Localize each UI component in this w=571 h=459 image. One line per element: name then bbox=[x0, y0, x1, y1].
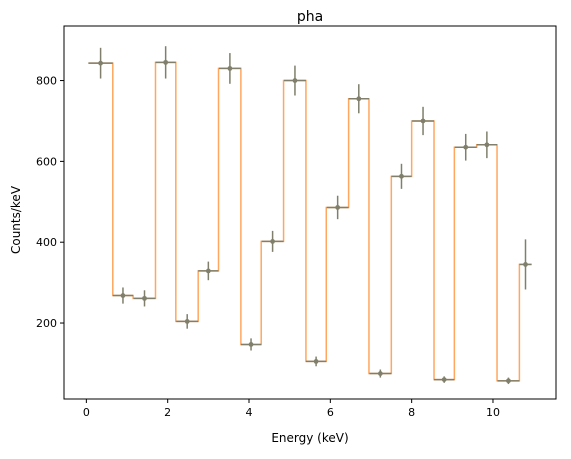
data-point-1 bbox=[112, 287, 134, 304]
data-point-11 bbox=[326, 195, 349, 220]
x-axis-label: Energy (keV) bbox=[271, 431, 348, 445]
point-marker bbox=[120, 293, 126, 298]
data-point-13 bbox=[369, 369, 392, 378]
point-marker bbox=[335, 205, 341, 210]
x-tick-label-5: 10 bbox=[486, 406, 500, 419]
point-marker bbox=[227, 66, 233, 71]
point-marker bbox=[523, 262, 528, 267]
point-marker bbox=[313, 359, 319, 364]
point-marker bbox=[205, 268, 211, 274]
step-line bbox=[88, 61, 532, 382]
data-point-17 bbox=[454, 133, 477, 161]
x-axis: 0 2 4 6 8 10 bbox=[83, 399, 500, 419]
data-point-20 bbox=[519, 239, 532, 290]
data-point-3 bbox=[155, 46, 176, 79]
point-marker bbox=[163, 59, 169, 65]
data-point-8 bbox=[261, 230, 284, 252]
point-marker bbox=[506, 378, 511, 384]
y-tick-label-1: 400 bbox=[36, 236, 57, 249]
data-point-9 bbox=[283, 65, 306, 96]
data-point-19 bbox=[497, 377, 520, 385]
point-marker bbox=[292, 78, 298, 83]
point-marker bbox=[399, 173, 404, 179]
data-point-15 bbox=[412, 106, 435, 136]
point-marker bbox=[248, 342, 254, 347]
point-marker bbox=[356, 96, 362, 102]
data-point-4 bbox=[176, 314, 199, 329]
point-marker bbox=[463, 144, 469, 150]
data-point-7 bbox=[240, 338, 262, 351]
point-marker bbox=[270, 238, 275, 244]
data-point-5 bbox=[198, 261, 219, 281]
chart-title: pha bbox=[297, 9, 323, 25]
data-point-18 bbox=[476, 131, 498, 159]
y-axis: 200 400 600 800 bbox=[36, 75, 64, 330]
data-point-10 bbox=[305, 356, 327, 367]
y-tick-label-0: 200 bbox=[36, 317, 57, 330]
y-tick-label-2: 600 bbox=[36, 155, 57, 168]
data-point-16 bbox=[434, 376, 455, 383]
data-point-12 bbox=[348, 84, 369, 114]
x-tick-label-1: 2 bbox=[164, 406, 171, 419]
point-marker bbox=[98, 60, 103, 66]
point-marker bbox=[184, 319, 190, 324]
x-tick-label-3: 6 bbox=[327, 406, 334, 419]
data-point-0 bbox=[88, 47, 113, 79]
x-tick-label-2: 4 bbox=[246, 406, 253, 419]
point-marker bbox=[484, 142, 490, 148]
y-axis-label: Counts/keV bbox=[9, 185, 23, 254]
x-tick-label-0: 0 bbox=[83, 406, 90, 419]
point-marker bbox=[420, 118, 426, 124]
data-point-6 bbox=[218, 53, 241, 84]
point-marker bbox=[377, 371, 383, 376]
y-tick-label-3: 800 bbox=[36, 75, 57, 88]
point-marker bbox=[142, 295, 147, 301]
point-marker bbox=[441, 377, 447, 383]
data-point-2 bbox=[133, 290, 156, 307]
plot-area bbox=[88, 46, 532, 385]
plot-frame bbox=[63, 25, 557, 400]
x-tick-label-4: 8 bbox=[408, 406, 415, 419]
data-point-14 bbox=[391, 163, 412, 189]
